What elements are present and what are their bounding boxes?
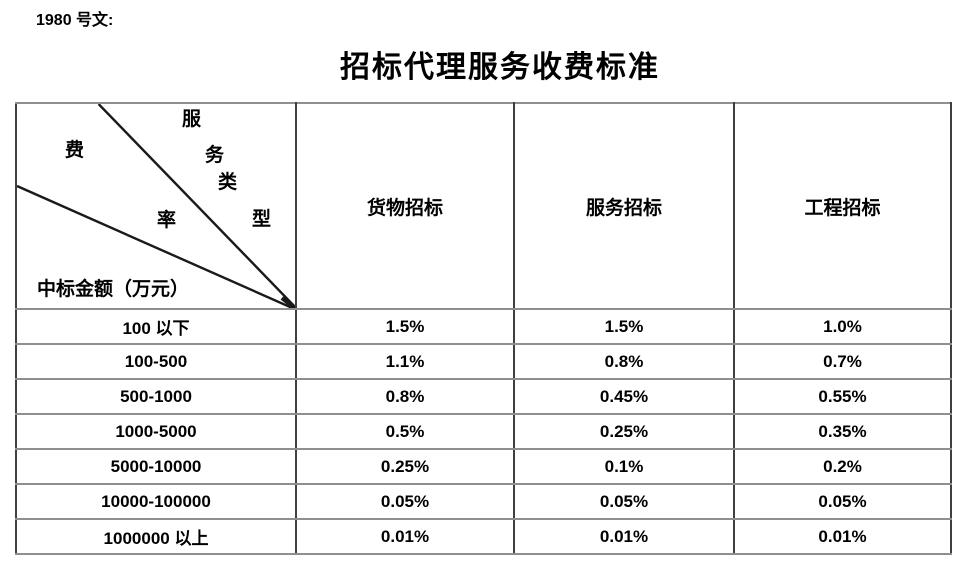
column-header-goods: 货物招标 xyxy=(295,102,515,310)
rate-cell: 0.01% xyxy=(513,518,735,555)
rate-cell: 0.8% xyxy=(513,343,735,380)
rate-cell: 0.25% xyxy=(295,448,515,485)
corner-header-cell: 服 务 类 型 费 率 中标金额（万元） xyxy=(15,102,297,310)
rate-cell: 0.35% xyxy=(733,413,952,450)
table-header-row: 服 务 类 型 费 率 中标金额（万元） 货物招标 服务招标 工程招标 xyxy=(15,102,952,310)
rate-cell: 1.1% xyxy=(295,343,515,380)
page-title: 招标代理服务收费标准 xyxy=(340,51,660,84)
table-row: 500-1000 0.8% 0.45% 0.55% xyxy=(15,378,952,415)
amount-range-cell: 10000-100000 xyxy=(15,483,297,520)
column-header-services: 服务招标 xyxy=(513,102,735,310)
amount-range-cell: 100 以下 xyxy=(15,308,297,345)
diagonal-split-lines-icon xyxy=(17,104,295,308)
amount-range-cell: 100-500 xyxy=(15,343,297,380)
rate-cell: 0.55% xyxy=(733,378,952,415)
rate-cell: 0.8% xyxy=(295,378,515,415)
rate-cell: 1.5% xyxy=(513,308,735,345)
amount-range-cell: 500-1000 xyxy=(15,378,297,415)
rate-cell: 0.05% xyxy=(733,483,952,520)
amount-range-cell: 1000000 以上 xyxy=(15,518,297,555)
corner-service-type-char: 类 xyxy=(218,172,238,193)
corner-fee-rate-char: 费 xyxy=(65,140,85,161)
corner-service-type-char: 型 xyxy=(252,209,272,230)
table-row: 1000000 以上 0.01% 0.01% 0.01% xyxy=(15,518,952,555)
corner-amount-axis-label: 中标金额（万元） xyxy=(37,279,190,300)
rate-cell: 0.01% xyxy=(295,518,515,555)
rate-cell: 0.25% xyxy=(513,413,735,450)
table-row: 5000-10000 0.25% 0.1% 0.2% xyxy=(15,448,952,485)
corner-service-type-char: 务 xyxy=(205,145,225,166)
rate-cell: 0.5% xyxy=(295,413,515,450)
rate-cell: 0.05% xyxy=(513,483,735,520)
rate-cell: 0.7% xyxy=(733,343,952,380)
table-row: 1000-5000 0.5% 0.25% 0.35% xyxy=(15,413,952,450)
column-header-works: 工程招标 xyxy=(733,102,952,310)
amount-range-cell: 5000-10000 xyxy=(15,448,297,485)
corner-fee-rate-char: 率 xyxy=(157,210,177,231)
doc-reference: 1980 号文: xyxy=(36,12,114,29)
rate-cell: 0.45% xyxy=(513,378,735,415)
amount-range-cell: 1000-5000 xyxy=(15,413,297,450)
rate-cell: 0.2% xyxy=(733,448,952,485)
rate-cell: 1.0% xyxy=(733,308,952,345)
table-row: 100 以下 1.5% 1.5% 1.0% xyxy=(15,308,952,345)
corner-service-type-char: 服 xyxy=(182,109,202,130)
rate-cell: 0.01% xyxy=(733,518,952,555)
rate-cell: 1.5% xyxy=(295,308,515,345)
fee-table: 服 务 类 型 费 率 中标金额（万元） 货物招标 服务招标 工程招标 100 … xyxy=(15,102,952,555)
table-row: 100-500 1.1% 0.8% 0.7% xyxy=(15,343,952,380)
table-row: 10000-100000 0.05% 0.05% 0.05% xyxy=(15,483,952,520)
rate-cell: 0.1% xyxy=(513,448,735,485)
rate-cell: 0.05% xyxy=(295,483,515,520)
